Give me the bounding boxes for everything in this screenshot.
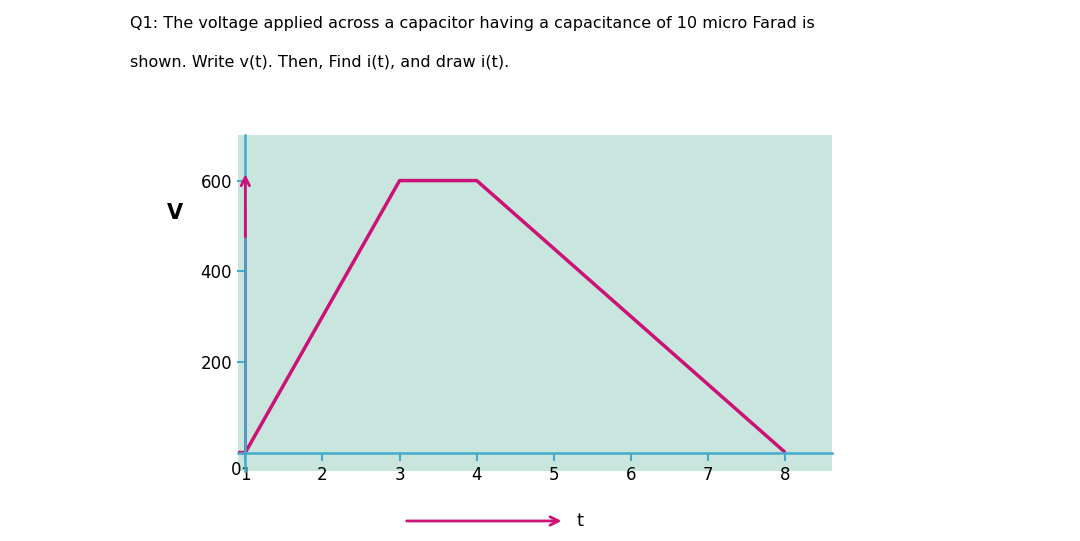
- Text: t: t: [577, 512, 583, 530]
- Text: Q1: The voltage applied across a capacitor having a capacitance of 10 micro Fara: Q1: The voltage applied across a capacit…: [130, 16, 814, 31]
- Text: 0: 0: [231, 461, 242, 479]
- Text: V: V: [167, 203, 184, 223]
- Text: shown. Write v(t). Then, Find i(t), and draw i(t).: shown. Write v(t). Then, Find i(t), and …: [130, 54, 509, 69]
